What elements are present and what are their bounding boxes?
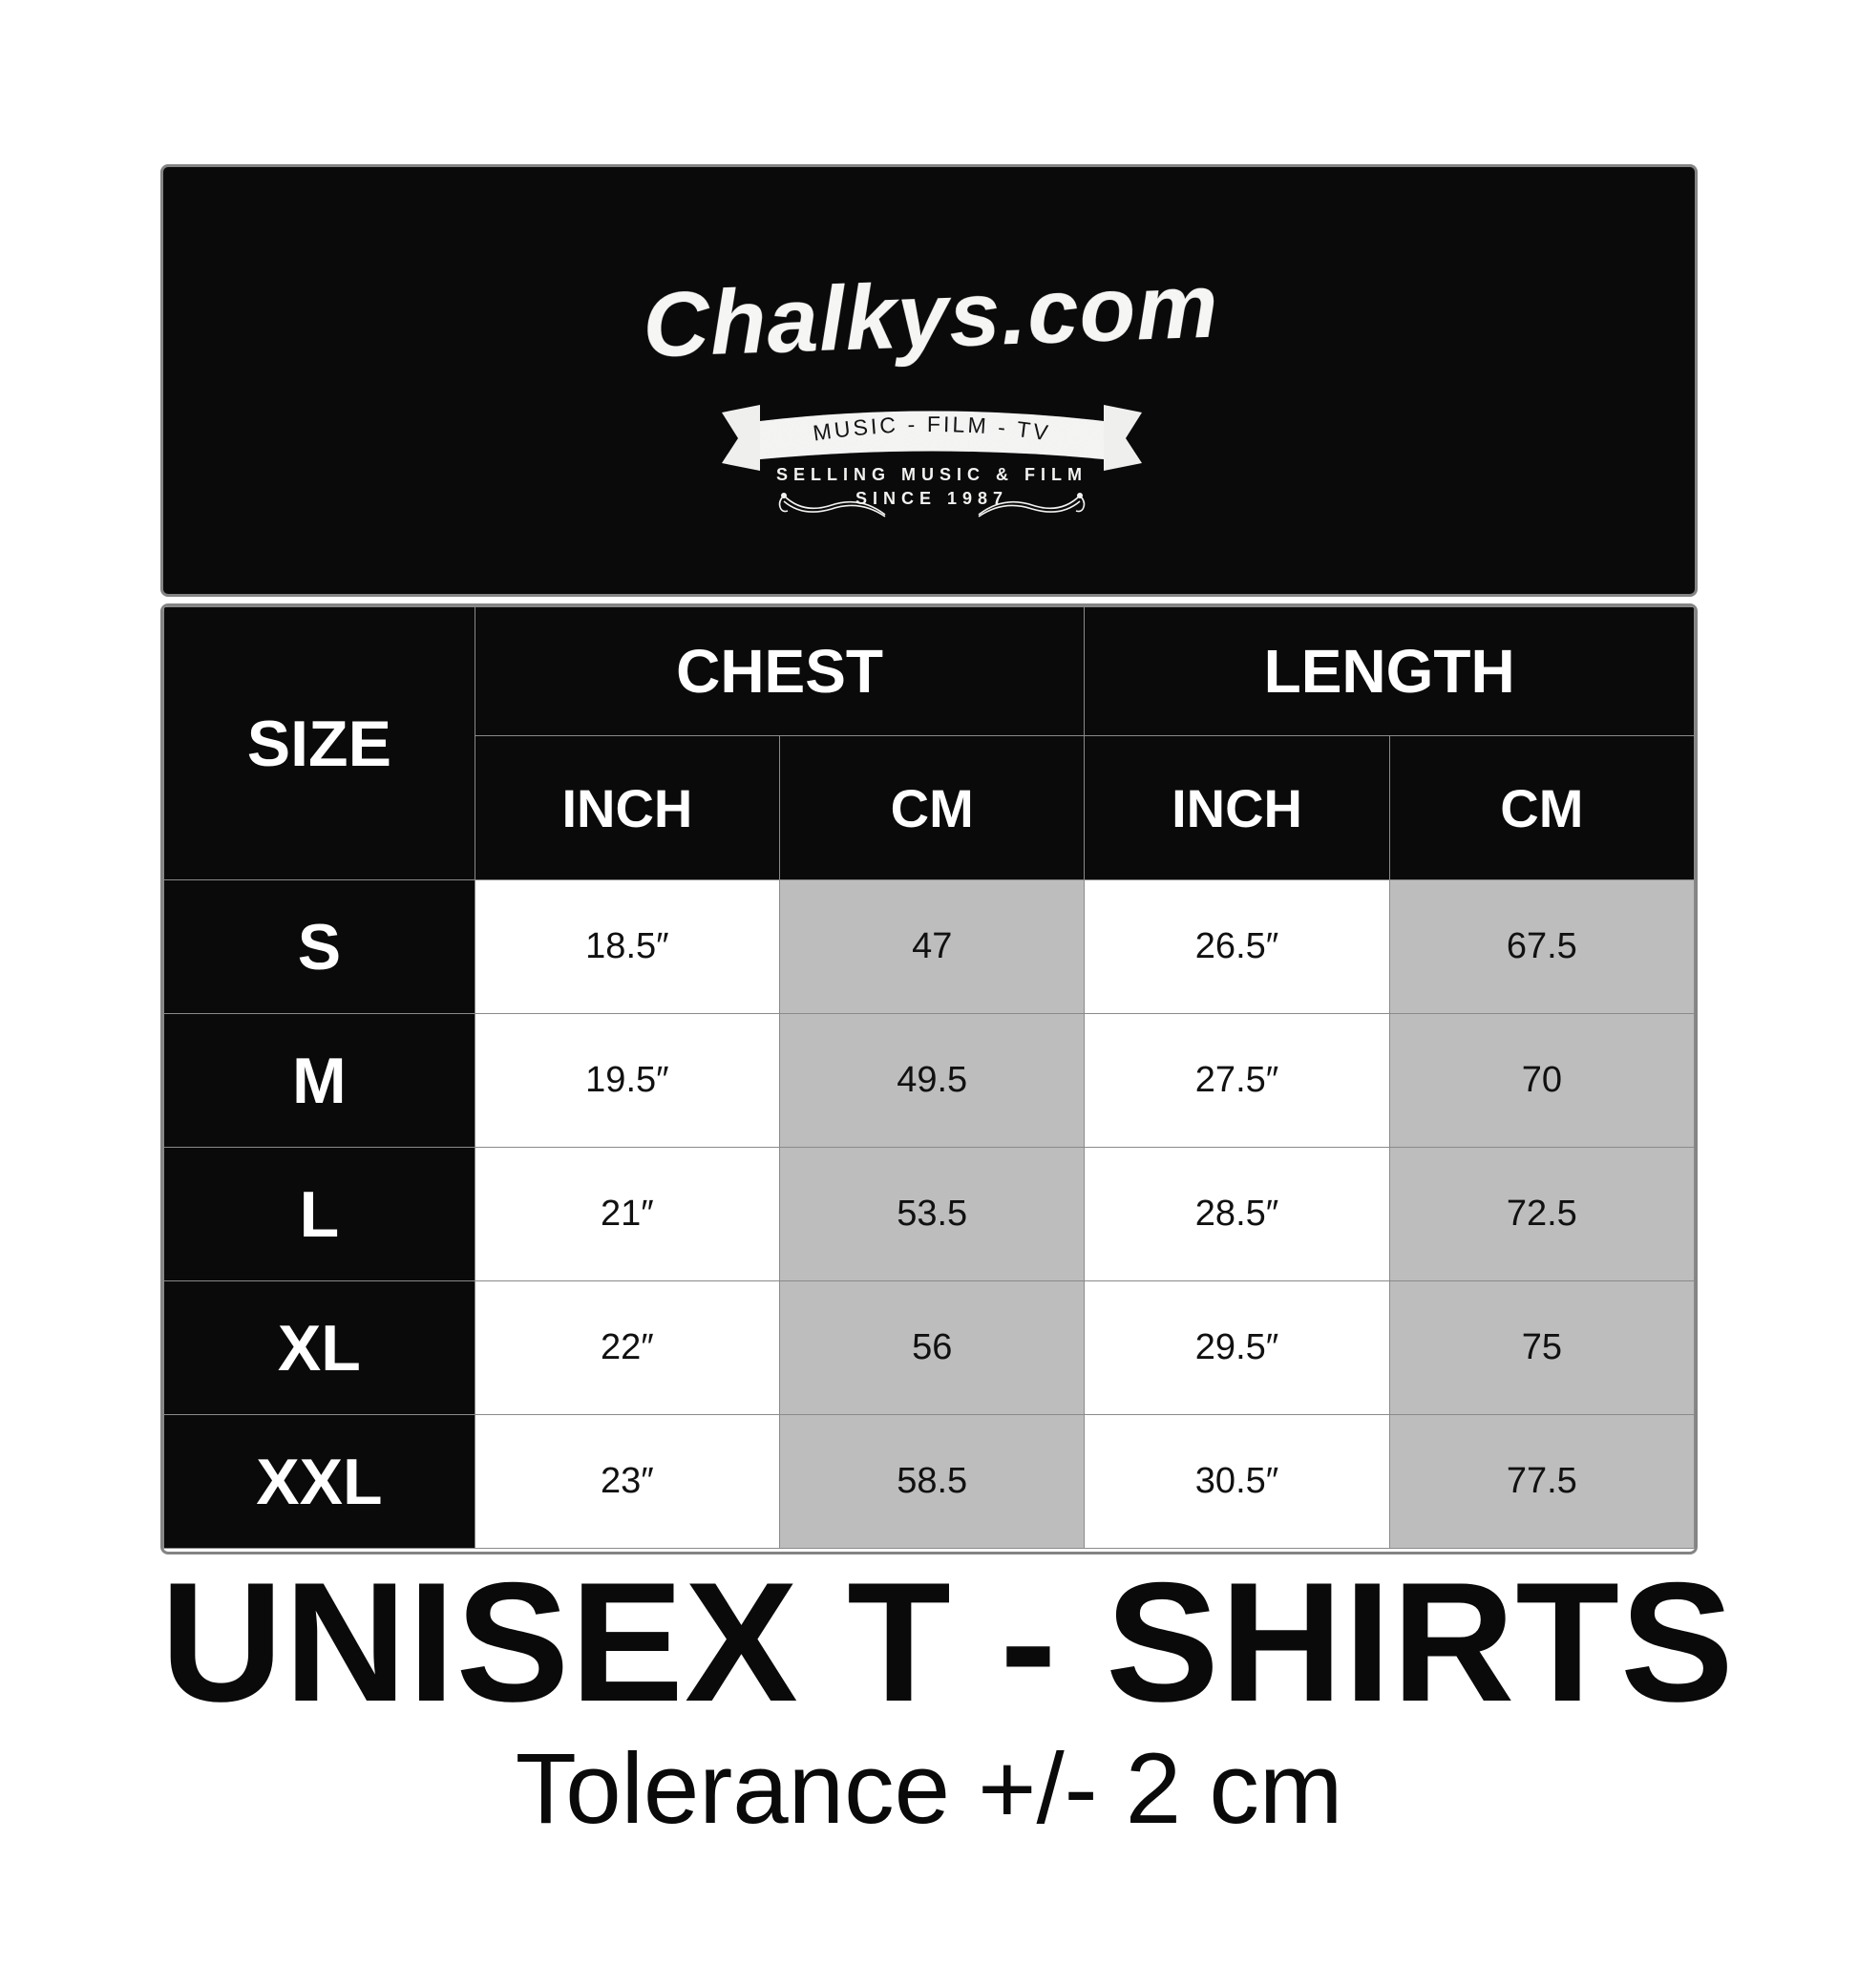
svg-text:SELLING MUSIC & FILM: SELLING MUSIC & FILM bbox=[776, 465, 1087, 484]
svg-text:SINCE 1987: SINCE 1987 bbox=[855, 489, 1008, 508]
svg-text:Chalkys.com: Chalkys.com bbox=[642, 255, 1221, 377]
